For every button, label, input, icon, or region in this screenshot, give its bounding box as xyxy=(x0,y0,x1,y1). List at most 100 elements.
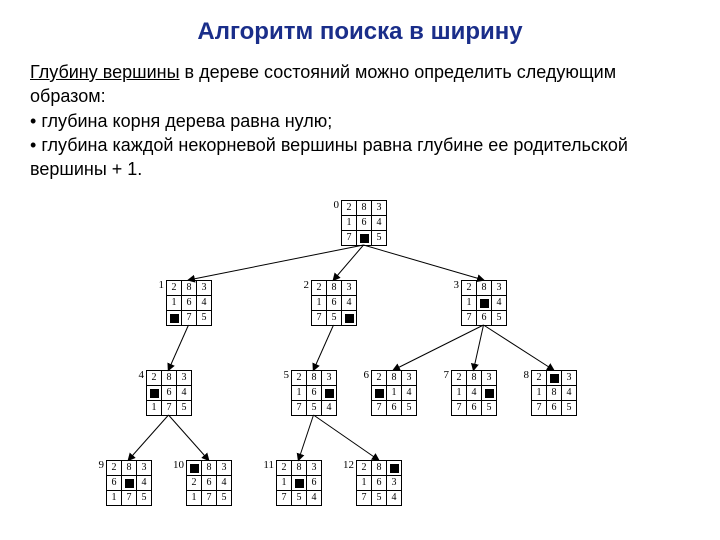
board-cell: 8 xyxy=(182,281,197,296)
board-cell: 1 xyxy=(187,491,202,506)
board-cell: 5 xyxy=(177,401,192,416)
board-cell: 3 xyxy=(387,476,402,491)
board-cell: 8 xyxy=(547,386,562,401)
node-id-label: 3 xyxy=(445,280,459,291)
tree-edge-line xyxy=(474,325,484,370)
board-cell: 4 xyxy=(467,386,482,401)
board-cell: 6 xyxy=(547,401,562,416)
board-cell xyxy=(322,386,337,401)
board-cell: 5 xyxy=(372,231,387,246)
board-cell: 6 xyxy=(182,296,197,311)
board-cell: 4 xyxy=(197,296,212,311)
board-cell: 1 xyxy=(532,386,547,401)
board-cell: 5 xyxy=(562,401,577,416)
board-cell: 8 xyxy=(202,461,217,476)
board-cell: 2 xyxy=(187,476,202,491)
node-id-label: 8 xyxy=(515,370,529,381)
board-cell: 8 xyxy=(467,371,482,386)
tree-edge-line xyxy=(484,325,554,370)
tree-diagram: 0283164751283164752283164753283147654283… xyxy=(0,200,720,540)
board-cell: 3 xyxy=(322,371,337,386)
board-cell: 4 xyxy=(372,216,387,231)
board-cell: 6 xyxy=(357,216,372,231)
board-cell: 8 xyxy=(372,461,387,476)
board-cell xyxy=(167,311,182,326)
board-cell: 7 xyxy=(277,491,292,506)
puzzle-board: 28316754 xyxy=(276,460,322,506)
blank-tile-icon xyxy=(150,389,159,398)
tree-node: 1228163754 xyxy=(340,460,402,506)
board-cell: 3 xyxy=(197,281,212,296)
board-cell: 1 xyxy=(277,476,292,491)
board-cell xyxy=(122,476,137,491)
board-cell: 4 xyxy=(562,386,577,401)
board-cell xyxy=(477,296,492,311)
board-cell: 2 xyxy=(292,371,307,386)
board-cell: 1 xyxy=(342,216,357,231)
board-cell xyxy=(357,231,372,246)
board-cell: 4 xyxy=(137,476,152,491)
board-cell: 1 xyxy=(357,476,372,491)
board-cell: 7 xyxy=(182,311,197,326)
board-cell: 2 xyxy=(167,281,182,296)
node-id-label: 6 xyxy=(355,370,369,381)
node-id-label: 2 xyxy=(295,280,309,291)
board-cell: 3 xyxy=(342,281,357,296)
tree-node: 728314765 xyxy=(435,370,497,416)
board-cell: 7 xyxy=(462,311,477,326)
board-cell: 7 xyxy=(162,401,177,416)
board-cell: 1 xyxy=(462,296,477,311)
blank-tile-icon xyxy=(480,299,489,308)
board-cell: 4 xyxy=(387,491,402,506)
board-cell: 7 xyxy=(122,491,137,506)
bullet-2: глубина каждой некорневой вершины равна … xyxy=(30,135,628,179)
page-title: Алгоритм поиска в ширину xyxy=(0,0,720,46)
tree-node: 928364175 xyxy=(90,460,152,506)
blank-tile-icon xyxy=(360,234,369,243)
board-cell: 2 xyxy=(452,371,467,386)
board-cell: 6 xyxy=(372,476,387,491)
puzzle-board: 23184765 xyxy=(531,370,577,416)
tree-edge-line xyxy=(169,415,209,460)
board-cell: 5 xyxy=(327,311,342,326)
puzzle-board: 28316475 xyxy=(341,200,387,246)
board-cell: 3 xyxy=(307,461,322,476)
puzzle-board: 28314765 xyxy=(451,370,497,416)
board-cell: 8 xyxy=(292,461,307,476)
tree-edge-line xyxy=(314,415,379,460)
puzzle-board: 28163754 xyxy=(356,460,402,506)
tree-node: 028316475 xyxy=(325,200,387,246)
tree-edge-line xyxy=(364,245,484,280)
tree-node: 823184765 xyxy=(515,370,577,416)
board-cell: 8 xyxy=(307,371,322,386)
board-cell xyxy=(387,461,402,476)
board-cell: 7 xyxy=(342,231,357,246)
tree-node: 328314765 xyxy=(445,280,507,326)
board-cell: 5 xyxy=(372,491,387,506)
puzzle-board: 28316475 xyxy=(311,280,357,326)
board-cell: 2 xyxy=(277,461,292,476)
board-cell: 4 xyxy=(322,401,337,416)
puzzle-board: 28314765 xyxy=(371,370,417,416)
node-id-label: 9 xyxy=(90,460,104,471)
board-cell: 1 xyxy=(167,296,182,311)
board-cell: 3 xyxy=(217,461,232,476)
board-cell: 3 xyxy=(372,201,387,216)
board-cell: 1 xyxy=(292,386,307,401)
board-cell: 7 xyxy=(312,311,327,326)
board-cell: 3 xyxy=(492,281,507,296)
tree-node: 1083264175 xyxy=(170,460,232,506)
board-cell: 3 xyxy=(482,371,497,386)
board-cell: 2 xyxy=(532,371,547,386)
tree-node: 1128316754 xyxy=(260,460,322,506)
board-cell: 4 xyxy=(402,386,417,401)
tree-node: 428364175 xyxy=(130,370,192,416)
board-cell: 1 xyxy=(312,296,327,311)
node-id-label: 11 xyxy=(260,460,274,471)
board-cell: 5 xyxy=(402,401,417,416)
board-cell: 7 xyxy=(357,491,372,506)
board-cell xyxy=(547,371,562,386)
board-cell: 7 xyxy=(532,401,547,416)
board-cell: 8 xyxy=(122,461,137,476)
blank-tile-icon xyxy=(485,389,494,398)
